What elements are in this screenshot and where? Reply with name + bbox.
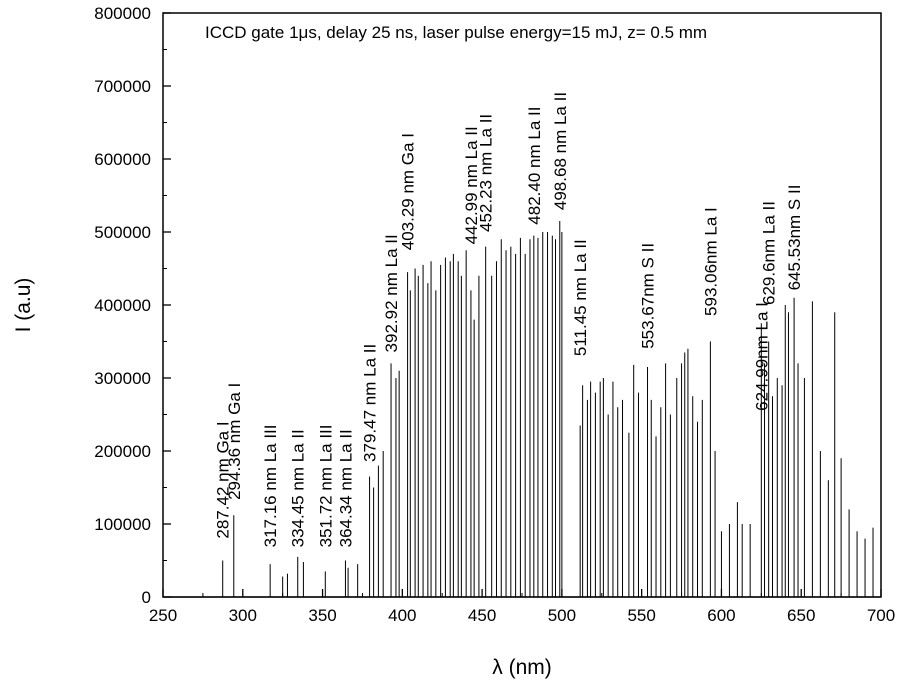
peak-label: 442.99 nm La II (462, 126, 481, 244)
peak-label: 482.40 nm La II (525, 107, 544, 225)
axis-ticks: 250 300 350 400 450 500 550 600 650 700 0 100000 200… (94, 4, 895, 625)
peak-label: 624.99nm La I (752, 302, 771, 411)
x-axis-title: λ (nm) (492, 656, 552, 679)
x-tick-label: 500 (548, 606, 576, 625)
x-tick-label: 700 (867, 606, 895, 625)
y-tick-label: 500000 (94, 223, 151, 242)
peak-label: 351.72 nm La III (316, 424, 335, 547)
peak-label: 629.6nm La II (760, 201, 779, 305)
x-tick-label: 350 (308, 606, 336, 625)
x-tick-label: 400 (388, 606, 416, 625)
y-tick-label: 600000 (94, 150, 151, 169)
y-tick-label: 100000 (94, 515, 151, 534)
peak-label: 553.67nm S II (639, 243, 658, 349)
peak-label: 593.06nm La I (701, 207, 720, 316)
peak-label: 452.23 nm La II (477, 114, 496, 232)
peak-label: 511.45 nm La II (571, 239, 590, 356)
x-tick-label: 450 (468, 606, 496, 625)
y-axis-title: I (a.u) (12, 278, 35, 333)
peak-label: 287.42 nm Ga I (214, 421, 233, 538)
spectrum-series (164, 221, 880, 598)
peak-label: 364.34 nm La II (336, 429, 355, 547)
x-tick-label: 300 (229, 606, 257, 625)
x-tick-label: 650 (787, 606, 815, 625)
y-tick-label: 700000 (94, 77, 151, 96)
chart-annotation: ICCD gate 1μs, delay 25 ns, laser pulse … (205, 23, 707, 42)
x-tick-label: 250 (149, 606, 177, 625)
peak-label: 379.47 nm La II (361, 344, 380, 462)
y-tick-label: 0 (142, 588, 151, 607)
peak-label: 392.92 nm La II (382, 234, 401, 352)
peak-label: 294.36 nm Ga I (225, 383, 244, 500)
peak-label: 498.68 nm La II (551, 92, 570, 210)
peak-label: 317.16 nm La III (261, 424, 280, 547)
y-tick-label: 300000 (94, 369, 151, 388)
x-tick-label: 600 (707, 606, 735, 625)
y-tick-label: 200000 (94, 442, 151, 461)
y-tick-label: 400000 (94, 296, 151, 315)
peak-label: 334.45 nm La II (289, 429, 308, 547)
peak-label: 645.53nm S II (785, 185, 804, 291)
y-tick-label: 800000 (94, 4, 151, 23)
peak-label: 403.29 nm Ga I (399, 133, 418, 250)
x-tick-label: 550 (627, 606, 655, 625)
